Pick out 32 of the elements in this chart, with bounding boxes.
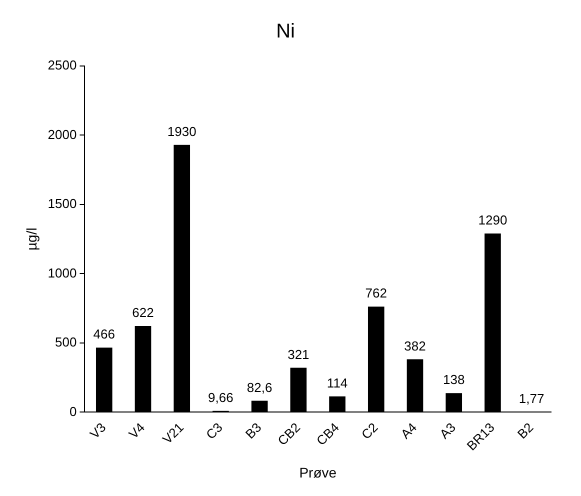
y-tick-label: 500	[55, 334, 77, 350]
y-tick-label: 1500	[48, 196, 77, 212]
x-tick-label: CB2	[274, 420, 304, 448]
y-tick-label: 0	[69, 404, 77, 419]
data-label: 1930	[167, 124, 196, 140]
x-tick-label: V3	[86, 420, 109, 442]
x-tick-label: CB4	[313, 420, 342, 448]
x-tick-label: A4	[398, 420, 420, 442]
data-label: 1290	[478, 212, 508, 228]
data-label: 622	[132, 305, 154, 320]
y-tick-label: 1000	[48, 265, 77, 280]
x-tick-label: B3	[242, 420, 264, 442]
x-tick-label: A3	[436, 420, 459, 442]
x-tick-label: C2	[358, 420, 381, 442]
x-tick-label: V21	[160, 420, 187, 447]
data-label: 382	[404, 338, 426, 354]
data-label: 138	[443, 372, 465, 388]
x-tick-label: C3	[203, 420, 226, 442]
data-label: 762	[365, 286, 387, 301]
chart-title: Ni	[276, 20, 295, 43]
x-tick-label: V4	[126, 420, 148, 442]
data-label: 1,77	[518, 391, 544, 406]
data-label: 321	[288, 346, 310, 362]
data-label: 114	[326, 375, 348, 390]
y-tick-label: 2000	[48, 126, 77, 142]
y-axis-title: µg/l	[23, 228, 40, 251]
x-tick-label: B2	[514, 420, 536, 442]
data-label: 466	[93, 326, 115, 342]
data-label: 9,66	[208, 390, 234, 405]
y-tick-label: 2500	[48, 58, 77, 73]
data-label: 82,6	[246, 380, 272, 395]
x-axis-title: Prøve	[299, 464, 337, 480]
